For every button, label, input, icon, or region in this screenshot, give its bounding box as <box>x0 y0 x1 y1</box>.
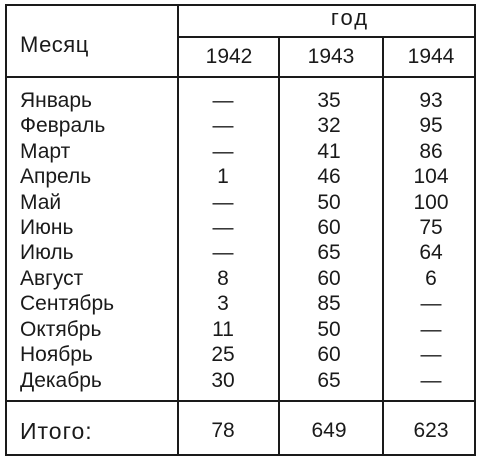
value-cell: 1 <box>217 165 229 188</box>
value-cell: 60 <box>317 216 341 239</box>
value-cell: — <box>212 191 234 214</box>
value-cell: 93 <box>419 89 443 112</box>
value-cell: — <box>212 140 234 163</box>
year-header-1943: 1943 <box>307 45 355 68</box>
value-cell: — <box>212 114 234 137</box>
month-column-header: Месяц <box>20 32 89 57</box>
table-border-left <box>5 4 7 456</box>
month-cell: Июль <box>20 241 74 264</box>
value-cell: 46 <box>317 165 341 188</box>
value-cell: — <box>420 318 442 341</box>
column-divider-3 <box>382 36 384 456</box>
month-cell: Декабрь <box>20 369 102 392</box>
value-cell: 65 <box>317 369 341 392</box>
total-value-1944: 623 <box>413 419 449 442</box>
total-value-1942: 78 <box>211 419 235 442</box>
month-cell: Октябрь <box>20 318 102 341</box>
month-cell: Август <box>20 267 84 290</box>
value-cell: 6 <box>425 267 437 290</box>
value-cell: 35 <box>317 89 341 112</box>
total-label: Итого: <box>20 418 93 444</box>
value-cell: — <box>212 89 234 112</box>
value-cell: 30 <box>211 369 235 392</box>
value-cell: 11 <box>212 318 234 341</box>
value-cell: — <box>212 241 234 264</box>
year-group-header: год <box>330 5 370 30</box>
value-cell: — <box>420 343 442 366</box>
total-value-1943: 649 <box>311 419 347 442</box>
value-cell: 60 <box>317 343 341 366</box>
month-cell: Февраль <box>20 114 106 137</box>
value-cell: — <box>420 369 442 392</box>
month-cell: Сентябрь <box>20 292 115 315</box>
table-border-top <box>5 4 476 6</box>
month-cell: Ноябрь <box>20 343 93 366</box>
value-cell: 32 <box>317 114 341 137</box>
value-cell: 3 <box>217 292 229 315</box>
table-border-right <box>474 4 476 456</box>
value-cell: 60 <box>317 267 341 290</box>
value-cell: 104 <box>413 165 449 188</box>
column-divider-1 <box>177 4 179 456</box>
column-divider-2 <box>278 36 280 456</box>
value-cell: — <box>212 216 234 239</box>
value-cell: 86 <box>419 140 443 163</box>
header-divider <box>5 76 476 78</box>
month-cell: Июнь <box>20 216 74 239</box>
value-cell: 8 <box>217 267 229 290</box>
year-header-1944: 1944 <box>407 45 455 68</box>
year-header-1942: 1942 <box>205 45 253 68</box>
value-cell: 75 <box>419 216 443 239</box>
value-cell: — <box>420 292 442 315</box>
total-divider <box>5 400 476 402</box>
value-cell: 25 <box>211 343 235 366</box>
value-cell: 50 <box>317 318 341 341</box>
value-cell: 65 <box>317 241 341 264</box>
month-cell: Январь <box>20 89 92 112</box>
value-cell: 95 <box>419 114 443 137</box>
table-border-bottom <box>5 454 476 456</box>
value-cell: 41 <box>317 140 341 163</box>
value-cell: 100 <box>413 191 449 214</box>
year-group-divider <box>177 36 476 38</box>
month-cell: Май <box>20 191 62 214</box>
value-cell: 85 <box>317 292 341 315</box>
month-cell: Апрель <box>20 165 92 188</box>
month-cell: Март <box>20 140 71 163</box>
value-cell: 64 <box>419 241 443 264</box>
value-cell: 50 <box>317 191 341 214</box>
